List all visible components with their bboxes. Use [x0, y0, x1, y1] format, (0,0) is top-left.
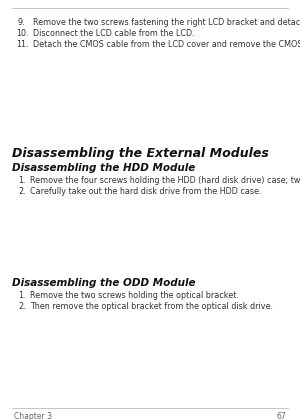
Text: Remove the two screws holding the optical bracket.: Remove the two screws holding the optica… [30, 291, 239, 300]
Text: Detach the CMOS cable from the LCD cover and remove the CMOS module.: Detach the CMOS cable from the LCD cover… [33, 40, 300, 49]
Text: Remove the two screws fastening the right LCD bracket and detach it.: Remove the two screws fastening the righ… [33, 18, 300, 27]
Text: Disassembling the HDD Module: Disassembling the HDD Module [12, 163, 195, 173]
Text: 10.: 10. [16, 29, 28, 38]
Text: 67: 67 [276, 412, 286, 420]
Text: 11.: 11. [16, 40, 28, 49]
Text: 1.: 1. [18, 291, 26, 300]
Text: Then remove the optical bracket from the optical disk drive.: Then remove the optical bracket from the… [30, 302, 273, 311]
Text: 1.: 1. [18, 176, 26, 185]
Text: Disassembling the External Modules: Disassembling the External Modules [12, 147, 269, 160]
Text: 9.: 9. [18, 18, 26, 27]
Text: Remove the four screws holding the HDD (hard disk drive) case; two on each side.: Remove the four screws holding the HDD (… [30, 176, 300, 185]
Text: Disassembling the ODD Module: Disassembling the ODD Module [12, 278, 196, 288]
Text: Carefully take out the hard disk drive from the HDD case.: Carefully take out the hard disk drive f… [30, 187, 262, 196]
Text: Chapter 3: Chapter 3 [14, 412, 52, 420]
Text: 2.: 2. [18, 302, 26, 311]
Text: Disconnect the LCD cable from the LCD.: Disconnect the LCD cable from the LCD. [33, 29, 195, 38]
Text: 2.: 2. [18, 187, 26, 196]
